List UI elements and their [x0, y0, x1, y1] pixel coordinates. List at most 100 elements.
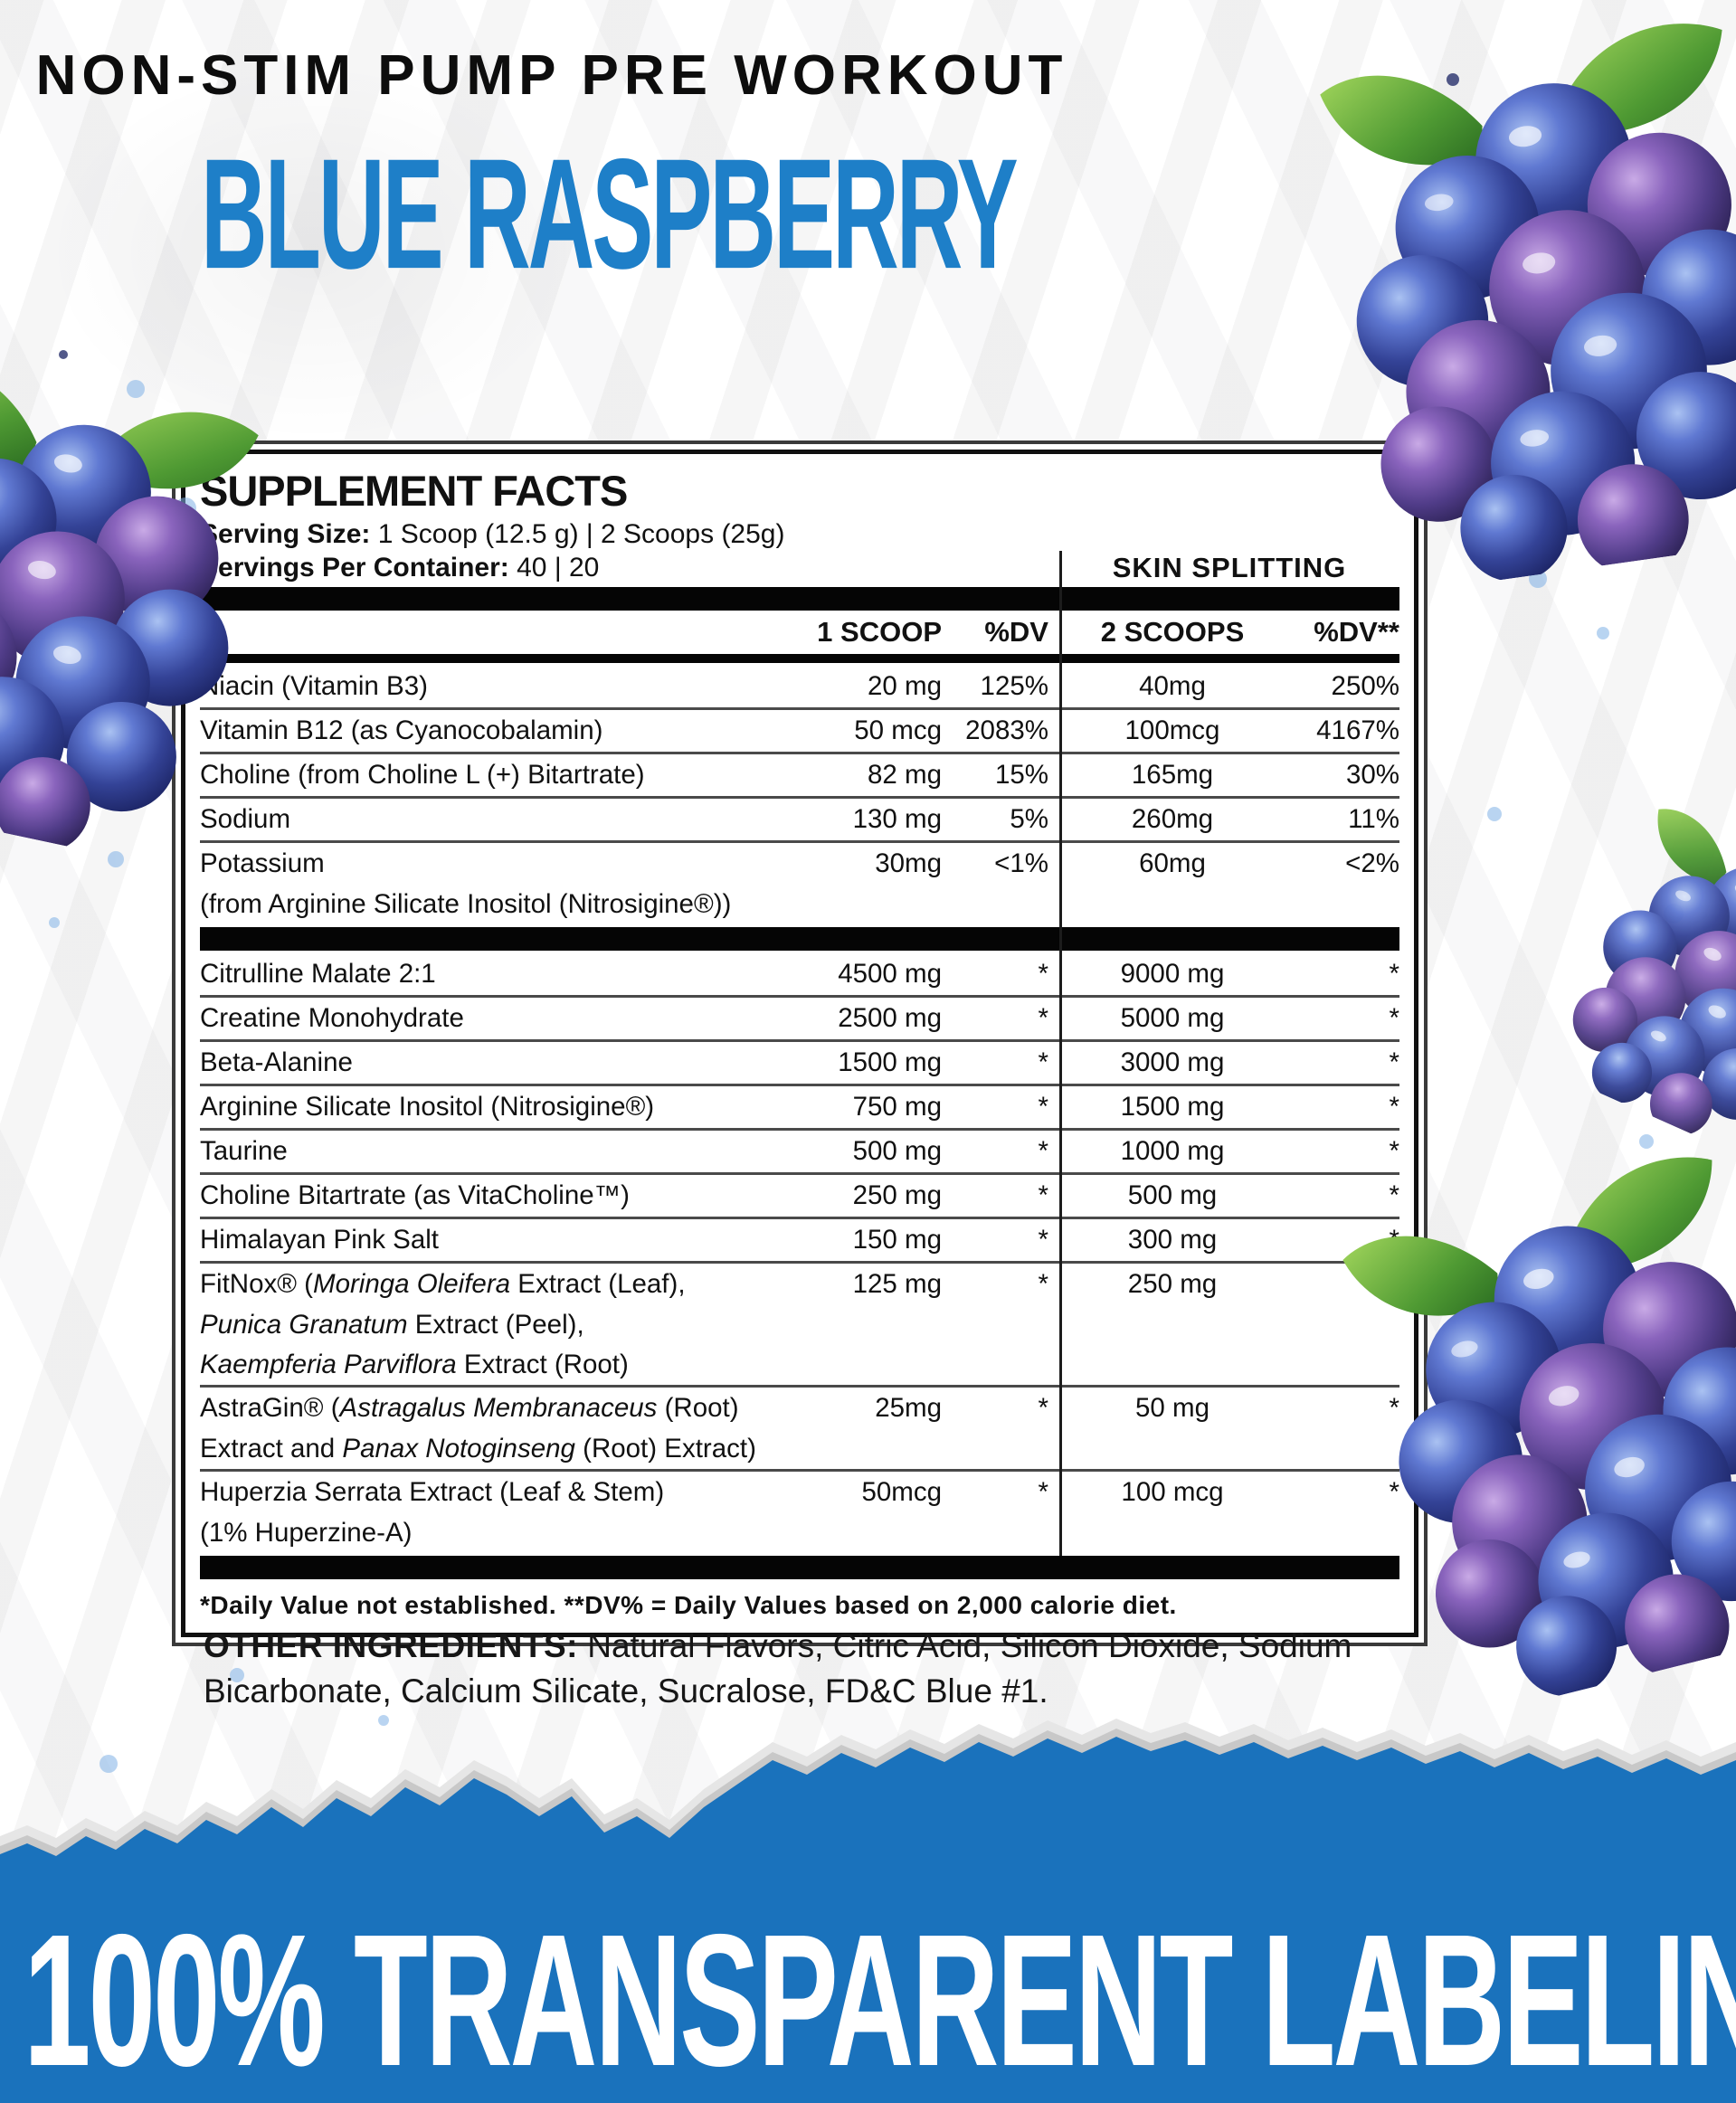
amount-2scoops: 60mg [1139, 848, 1206, 878]
amount-1scoop: 82 mg [868, 760, 942, 790]
dv-2scoops: * [1389, 1477, 1399, 1507]
amount-1scoop: 20 mg [868, 671, 942, 701]
ingredient-name-part: Choline (from Choline L (+) Bitartrate) [200, 760, 645, 790]
dv-2scoops: * [1389, 1092, 1399, 1122]
black-divider-bar [200, 587, 1399, 611]
dv-2scoops: * [1389, 1225, 1399, 1255]
daily-value-footnote: *Daily Value not established. **DV% = Da… [200, 1591, 1177, 1619]
other-ingredients: OTHER INGREDIENTS: Natural Flavors, Citr… [204, 1624, 1371, 1714]
col-header-2scoops: 2 SCOOPS [1100, 616, 1245, 648]
facts-table: Servings Per Container: 40 | 20 SKIN SPL… [200, 551, 1399, 1579]
amount-1scoop: 130 mg [852, 804, 942, 834]
ingredient-name-part: Extract (Peel), [407, 1310, 584, 1340]
ingredient-name-part: Extract and [200, 1434, 343, 1464]
ingredient-name-part: Niacin (Vitamin B3) [200, 671, 428, 701]
table-row: FitNox® (Moringa Oleifera Extract (Leaf)… [200, 1264, 1399, 1388]
table-row: Beta-Alanine 1500 mg * 3000 mg * [200, 1042, 1399, 1086]
table-section-actives: Citrulline Malate 2:1 4500 mg * 9000 mg * Cre… [200, 953, 1399, 1553]
dv-1scoop: 2083% [965, 715, 1048, 745]
dv-1scoop: * [1038, 1225, 1048, 1255]
dv-1scoop: * [1038, 1136, 1048, 1166]
table-row: Taurine 500 mg * 1000 mg * [200, 1131, 1399, 1175]
ingredient-name-part: Moringa Oleifera [313, 1269, 511, 1299]
servings-per-container-line: Servings Per Container: 40 | 20 [200, 551, 599, 584]
ingredient-name-part: Taurine [200, 1136, 288, 1166]
ingredient-name-part: Arginine Silicate Inositol (Nitrosigine®… [200, 1092, 655, 1122]
column-divider [1059, 551, 1062, 1556]
col-header-dv1: %DV [984, 616, 1048, 648]
ingredient-name: Choline Bitartrate (as VitaCholine™) [200, 1180, 743, 1211]
dv-1scoop: * [1038, 1269, 1048, 1299]
servings-label: Servings Per Container: [200, 553, 509, 583]
table-row: Choline Bitartrate (as VitaCholine™) 250 … [200, 1175, 1399, 1219]
column-header-row: 1 SCOOP %DV 2 SCOOPS %DV** [200, 613, 1399, 651]
other-ingredients-value: Natural Flavors, Citric Acid, Silicon Di… [204, 1627, 1352, 1710]
dv-2scoops: * [1389, 1136, 1399, 1166]
ingredient-name-part: (Root) [657, 1393, 739, 1423]
ingredient-name-part: Extract (Root) [456, 1350, 629, 1379]
amount-2scoops: 165mg [1131, 760, 1214, 790]
ingredient-name: Sodium [200, 804, 743, 835]
serving-size-label: Serving Size: [200, 519, 371, 549]
black-divider-bar-thin [200, 654, 1399, 663]
torn-paper-edge [0, 1719, 1736, 2103]
amount-1scoop: 30mg [875, 848, 942, 878]
ingredient-name: Choline (from Choline L (+) Bitartrate) [200, 760, 743, 791]
ingredient-name-continued: Punica Granatum Extract (Peel), [200, 1310, 1399, 1340]
amount-1scoop: 500 mg [852, 1136, 942, 1166]
amount-1scoop: 1500 mg [838, 1047, 942, 1077]
ingredient-name-part: Beta-Alanine [200, 1047, 353, 1077]
table-row: Sodium 130 mg 5% 260mg 11% [200, 799, 1399, 843]
dv-1scoop: * [1038, 1092, 1048, 1122]
amount-2scoops: 3000 mg [1120, 1047, 1225, 1077]
dv-2scoops: 11% [1348, 804, 1399, 834]
amount-1scoop: 2500 mg [838, 1003, 942, 1033]
amount-1scoop: 250 mg [852, 1180, 942, 1210]
amount-2scoops: 9000 mg [1120, 959, 1225, 989]
table-row: Huperzia Serrata Extract (Leaf & Stem) 50… [200, 1472, 1399, 1553]
servings-and-right-header-row: Servings Per Container: 40 | 20 SKIN SPL… [200, 551, 1399, 584]
amount-1scoop: 25mg [875, 1393, 942, 1423]
ingredient-name-part: (1% Huperzine-A) [200, 1518, 413, 1548]
dv-1scoop: * [1038, 1477, 1048, 1507]
ingredient-name: Niacin (Vitamin B3) [200, 671, 743, 702]
dv-2scoops: 30% [1345, 760, 1399, 790]
amount-1scoop: 50mcg [861, 1477, 942, 1507]
dv-2scoops: * [1389, 959, 1399, 989]
table-row: Citrulline Malate 2:1 4500 mg * 9000 mg * [200, 953, 1399, 998]
amount-1scoop: 4500 mg [838, 959, 942, 989]
serving-size-value: 1 Scoop (12.5 g) | 2 Scoops (25g) [377, 519, 785, 549]
amount-1scoop: 125 mg [852, 1269, 942, 1299]
amount-1scoop: 50 mcg [854, 715, 942, 745]
ingredient-name-part: Creatine Monohydrate [200, 1003, 464, 1033]
ingredient-name-part: (from Arginine Silicate Inositol (Nitros… [200, 889, 732, 919]
ingredient-name-part: Himalayan Pink Salt [200, 1225, 439, 1255]
ingredient-name-part: Panax Notoginseng [342, 1434, 575, 1464]
ingredient-name-part: Sodium [200, 804, 291, 834]
ingredient-name-part: FitNox® ( [200, 1269, 313, 1299]
ingredient-name-part: Potassium [200, 848, 325, 878]
amount-2scoops: 1000 mg [1120, 1136, 1225, 1166]
table-row: Choline (from Choline L (+) Bitartrate) 8… [200, 754, 1399, 799]
ingredient-name-continued: (1% Huperzine-A) [200, 1518, 1399, 1549]
ingredient-name: FitNox® (Moringa Oleifera Extract (Leaf)… [200, 1269, 743, 1300]
amount-2scoops: 500 mg [1127, 1180, 1218, 1210]
black-divider-bar [200, 1556, 1399, 1579]
amount-2scoops: 50 mg [1135, 1393, 1210, 1423]
amount-2scoops: 5000 mg [1120, 1003, 1225, 1033]
dv-1scoop: * [1038, 1180, 1048, 1210]
dv-1scoop: * [1038, 1393, 1048, 1423]
amount-2scoops: 40mg [1139, 671, 1206, 701]
flavor-title: BLUE RASPBERRY [201, 126, 1019, 302]
dv-2scoops: 250% [1331, 671, 1399, 701]
supplement-facts-title: SUPPLEMENT FACTS [200, 467, 628, 515]
dv-2scoops: * [1389, 1047, 1399, 1077]
ingredient-name-part: Huperzia Serrata Extract (Leaf & Stem) [200, 1477, 665, 1507]
dv-2scoops: 4167% [1316, 715, 1399, 745]
dv-2scoops: * [1389, 1003, 1399, 1033]
serving-size-line: Serving Size: 1 Scoop (12.5 g) | 2 Scoop… [200, 517, 1399, 551]
col-header-1scoop: 1 SCOOP [817, 616, 942, 648]
ingredient-name: Arginine Silicate Inositol (Nitrosigine®… [200, 1092, 743, 1123]
product-type-title: NON-STIM PUMP PRE WORKOUT [35, 44, 1068, 107]
transparent-labeling-banner: 100% TRANSPARENT LABELING [24, 1896, 1736, 2103]
